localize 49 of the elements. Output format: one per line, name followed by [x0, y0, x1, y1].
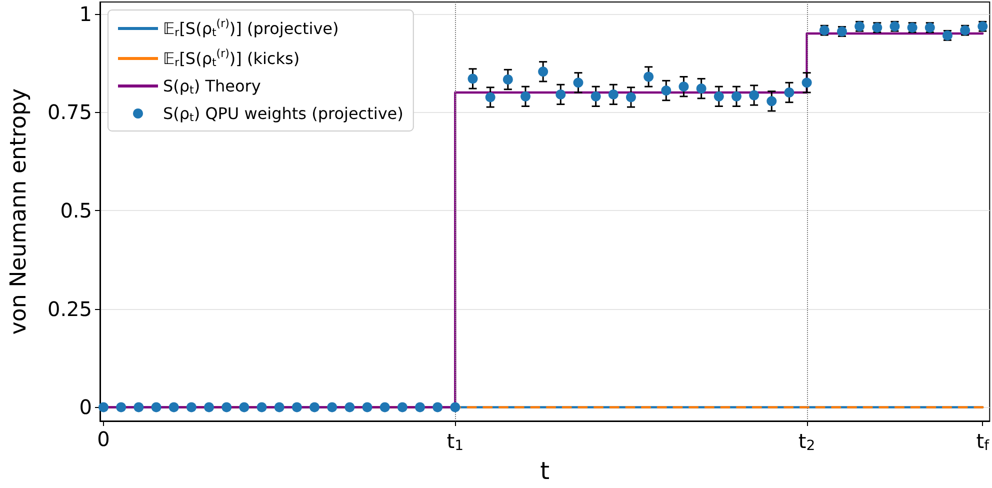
point	[186, 402, 196, 412]
point	[626, 92, 636, 102]
point	[204, 402, 214, 412]
point	[749, 90, 760, 100]
point	[222, 402, 232, 412]
point	[292, 402, 302, 412]
point	[644, 72, 654, 82]
point	[802, 78, 812, 88]
y-tick-label: 0.75	[47, 100, 92, 124]
point	[256, 402, 267, 412]
point	[468, 74, 478, 84]
point	[678, 82, 689, 92]
x-tick-label: 0	[97, 427, 110, 451]
point	[239, 402, 250, 412]
point	[362, 402, 372, 412]
y-tick-label: 0	[79, 395, 92, 420]
y-tick-label: 0.25	[47, 296, 92, 321]
point	[310, 402, 320, 412]
point	[134, 402, 144, 412]
point	[731, 91, 742, 102]
point	[590, 91, 601, 102]
point	[538, 66, 548, 77]
point	[661, 86, 672, 96]
point	[432, 402, 443, 412]
point	[485, 92, 496, 102]
y-axis-title: von Neumann entropy	[6, 88, 32, 335]
point	[608, 89, 618, 100]
point	[327, 402, 338, 412]
point	[696, 84, 706, 94]
point	[520, 91, 530, 102]
point	[502, 74, 513, 84]
point	[784, 87, 794, 98]
point	[397, 402, 408, 412]
point	[714, 91, 724, 102]
y-tick-label: 0.5	[60, 198, 92, 223]
point	[415, 402, 425, 412]
point	[344, 402, 355, 412]
x-axis-title: t	[540, 457, 550, 485]
point	[573, 78, 584, 88]
point	[766, 96, 777, 106]
y-tick-label: 1	[79, 2, 92, 26]
point	[450, 402, 460, 412]
point	[380, 402, 390, 412]
point	[274, 402, 284, 412]
point	[98, 402, 109, 412]
point	[151, 402, 162, 412]
point	[556, 89, 566, 100]
point	[116, 402, 126, 412]
point	[168, 402, 179, 412]
